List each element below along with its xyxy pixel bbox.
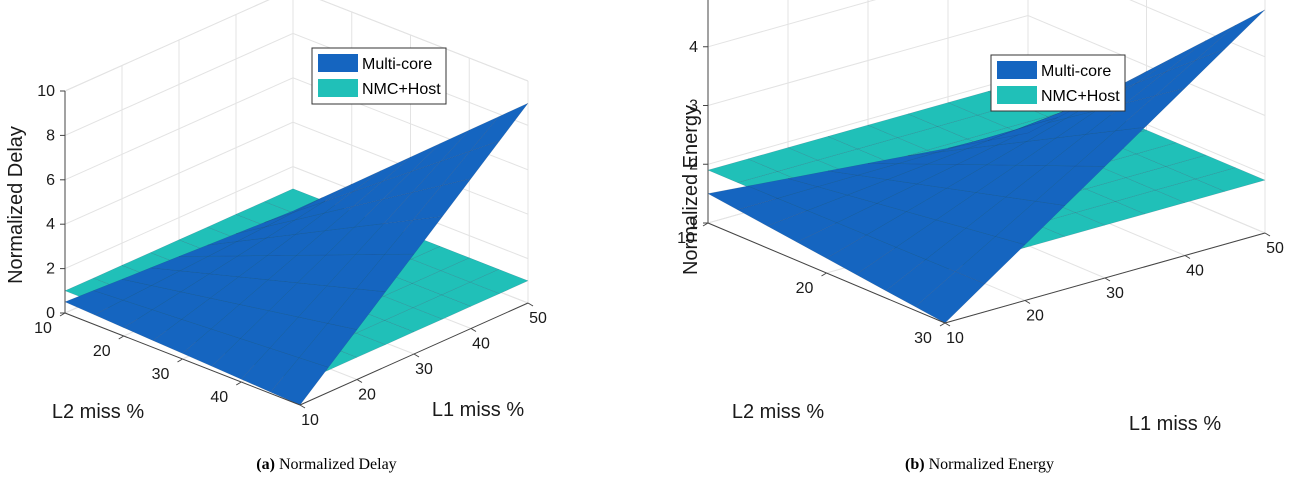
legend: Multi-core NMC+Host (311, 47, 447, 105)
z-tick-label: 4 (689, 39, 698, 56)
y-tick-label: 20 (93, 343, 111, 360)
legend-swatch (997, 86, 1037, 104)
legend-label: NMC+Host (362, 81, 441, 98)
y-tick-mark (118, 335, 125, 340)
x-tick-label: 10 (946, 330, 964, 347)
legend-swatch (318, 54, 358, 72)
legend-label: NMC+Host (1041, 88, 1120, 105)
delay-surface-plot: 10 20 30 40 50 10 20 30 40 0 2 4 6 8 10 Normalized Dela… (5, 0, 547, 429)
x-tick-label: 50 (529, 310, 547, 327)
x-tick-label: 20 (1026, 308, 1044, 325)
wall-gridline-z (707, 0, 1266, 58)
x-tick-label: 20 (358, 387, 376, 404)
box-edge (319, 0, 529, 82)
x-tick-label: 30 (415, 361, 433, 378)
surface-multi-core (707, 9, 1266, 324)
energy-surface-plot: 102030405010203012345Normalized EnergyL1… (677, 0, 1284, 435)
z-tick-label: 4 (46, 216, 55, 233)
caption-a: (a) Normalized Delay (0, 456, 653, 474)
surface-cell (1135, 40, 1206, 84)
surface-cell (411, 129, 470, 172)
x-tick-label: 30 (1106, 285, 1124, 302)
z-tick-label: 2 (689, 156, 698, 173)
wall-gridline-z (64, 0, 529, 92)
x-tick-label: 40 (1186, 263, 1204, 280)
surface-multi-core (64, 103, 529, 406)
x-tick-mark (1024, 300, 1031, 304)
x-tick-label: 40 (472, 336, 490, 353)
surface-cell (469, 103, 529, 152)
y-axis-label: L2 miss % (52, 401, 144, 423)
surface-cell (1165, 154, 1237, 180)
y-tick-mark (177, 358, 183, 363)
x-axis-label: L1 miss % (432, 399, 524, 421)
x-tick-mark (527, 302, 534, 307)
wall-gridline-z (64, 32, 529, 136)
caption-b-label: (b) (905, 456, 925, 473)
x-tick-mark (944, 322, 951, 327)
x-tick-label: 50 (1266, 240, 1284, 257)
y-tick-label: 10 (677, 230, 695, 247)
y-tick-mark (821, 272, 827, 277)
z-tick-label: 3 (689, 98, 698, 115)
y-tick-label: 30 (152, 366, 170, 383)
z-tick-label: 2 (46, 261, 55, 278)
panel-normalized-delay: 10 20 30 40 50 10 20 30 40 0 2 4 6 8 10 Normalized Dela… (0, 0, 653, 474)
x-tick-mark (470, 328, 477, 332)
y-tick-mark (939, 322, 946, 327)
x-tick-mark (413, 353, 420, 358)
x-tick-mark (1184, 255, 1191, 259)
y-axis-label: L2 miss % (732, 401, 824, 423)
z-axis-label: Normalized Energy (680, 105, 702, 275)
z-tick-label: 8 (46, 127, 55, 144)
z-axis-label: Normalized Delay (5, 126, 27, 284)
surface-cell (1165, 25, 1236, 72)
axis-lines: 10 20 30 40 50 10 20 30 40 0 2 4 6 8 10 (34, 83, 547, 429)
legend-label: Multi-core (362, 56, 432, 73)
surface-cell (1194, 167, 1266, 192)
x-tick-label: 10 (301, 412, 319, 429)
z-tick-label: 10 (37, 83, 55, 100)
z-tick-label: 0 (46, 305, 55, 322)
panel-normalized-energy: 102030405010203012345Normalized EnergyL1… (653, 0, 1306, 490)
z-tick-label: 1 (689, 215, 698, 232)
caption-a-text: Normalized Delay (278, 456, 397, 473)
y-tick-label: 30 (914, 330, 932, 347)
y-tick-label: 10 (34, 320, 52, 337)
surface-cell (1135, 142, 1207, 167)
y-tick-label: 40 (210, 389, 228, 406)
x-tick-mark (1264, 232, 1271, 237)
axis-lines: 102030405010203012345 (677, 0, 1284, 347)
legend: Multi-core NMC+Host (990, 54, 1126, 112)
surface-cell (987, 117, 1058, 141)
x-tick-mark (1104, 277, 1111, 282)
caption-b-text: Normalized Energy (928, 456, 1054, 473)
legend-swatch (318, 79, 358, 97)
x-tick-mark (299, 404, 306, 409)
legend-label: Multi-core (1041, 63, 1111, 80)
legend-swatch (997, 61, 1037, 79)
y-tick-mark (235, 381, 242, 386)
box-edge (64, 0, 270, 92)
surface-cell (381, 143, 441, 182)
caption-b: (b) Normalized Energy (653, 456, 1306, 474)
surface-cell (1195, 9, 1266, 61)
x-tick-mark (356, 379, 363, 383)
x-axis-label: L1 miss % (1129, 413, 1221, 435)
caption-a-label: (a) (256, 456, 275, 473)
y-tick-label: 20 (796, 280, 814, 297)
surface-cell (264, 197, 323, 223)
z-tick-label: 6 (46, 172, 55, 189)
